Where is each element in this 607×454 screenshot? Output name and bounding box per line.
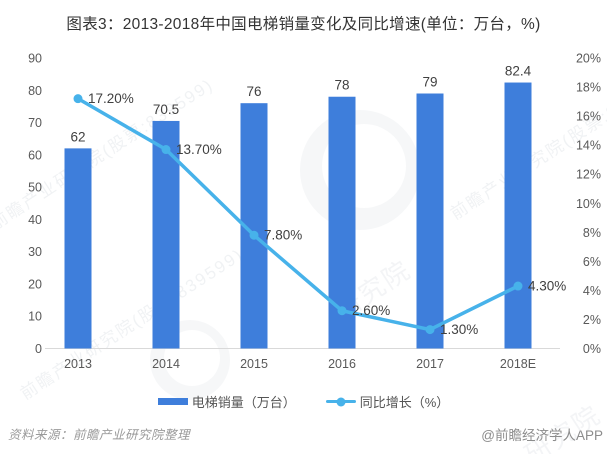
y-axis-left-tick: 40 <box>28 213 42 227</box>
legend-item-growth: 同比增长（%） <box>325 392 450 411</box>
bar-value-label: 62 <box>70 129 85 144</box>
y-axis-right-tick: 18% <box>576 81 601 95</box>
y-axis-right-tick: 6% <box>583 255 601 269</box>
bar-2018E <box>504 82 532 349</box>
y-axis-left-tick: 20 <box>28 277 42 291</box>
chart-title: 图表3：2013-2018年中国电梯销量变化及同比增速(单位：万台，%) <box>66 16 541 33</box>
x-axis-label-2014: 2014 <box>152 357 180 371</box>
bar-2017 <box>416 93 444 349</box>
x-axis-label-2018E: 2018E <box>500 357 536 371</box>
line-series-swatch <box>325 399 356 404</box>
line-value-label: 17.20% <box>88 91 134 106</box>
y-axis-left-tick: 80 <box>28 84 42 98</box>
y-axis-right-tick: 4% <box>583 284 601 298</box>
line-value-label: 13.70% <box>176 142 222 157</box>
y-axis-right-tick: 20% <box>576 52 601 66</box>
y-axis-left-tick: 90 <box>28 52 42 66</box>
growth-line <box>76 96 520 332</box>
y-axis-left-tick: 10 <box>28 310 42 324</box>
x-axis-label-2013: 2013 <box>64 357 92 371</box>
legend-item-sales: 电梯销量（万台） <box>157 392 296 411</box>
y-axis-left-tick: 30 <box>28 245 42 259</box>
bar-value-label: 70.5 <box>153 102 179 117</box>
bar-value-label: 76 <box>246 84 261 99</box>
line-point-2015 <box>249 230 259 240</box>
line-value-label: 7.80% <box>264 228 302 243</box>
bar-value-label: 78 <box>334 78 349 93</box>
chart-legend: 电梯销量（万台） 同比增长（%） <box>0 392 607 411</box>
legend-label-sales: 电梯销量（万台） <box>191 395 296 410</box>
legend-label-growth: 同比增长（%） <box>359 395 450 410</box>
bar-2013 <box>64 148 92 349</box>
line-value-label: 1.30% <box>440 322 478 337</box>
y-axis-left-tick: 70 <box>28 116 42 130</box>
bar-value-label: 79 <box>422 75 437 90</box>
y-axis-right-tick: 10% <box>576 197 601 211</box>
line-point-2016 <box>337 306 347 316</box>
line-value-label: 2.60% <box>352 303 390 318</box>
y-axis-right-tick: 14% <box>576 139 601 153</box>
y-axis-right-tick: 2% <box>583 313 601 327</box>
y-axis-right-tick: 12% <box>576 168 601 182</box>
y-axis-left-tick: 60 <box>28 148 42 162</box>
x-axis-label-2015: 2015 <box>240 357 268 371</box>
line-point-2014 <box>161 145 171 155</box>
y-axis-right-tick: 8% <box>583 226 601 240</box>
line-point-2017 <box>425 325 435 335</box>
y-axis-right-tick: 16% <box>576 110 601 124</box>
y-axis-left-tick: 0 <box>35 342 42 356</box>
line-point-2018E <box>513 281 523 291</box>
x-axis-label-2016: 2016 <box>328 357 356 371</box>
line-point-2013 <box>73 94 83 104</box>
bar-value-label: 82.4 <box>505 64 532 79</box>
bar-series-swatch <box>157 398 188 405</box>
credit-note: @前瞻经济学人APP <box>481 428 603 443</box>
y-axis-right-tick: 0% <box>583 342 601 356</box>
source-note: 资料来源：前瞻产业研究院整理 <box>8 428 191 442</box>
x-axis-label-2017: 2017 <box>416 357 444 371</box>
y-axis-left-tick: 50 <box>28 181 42 195</box>
line-value-label: 4.30% <box>528 279 566 294</box>
